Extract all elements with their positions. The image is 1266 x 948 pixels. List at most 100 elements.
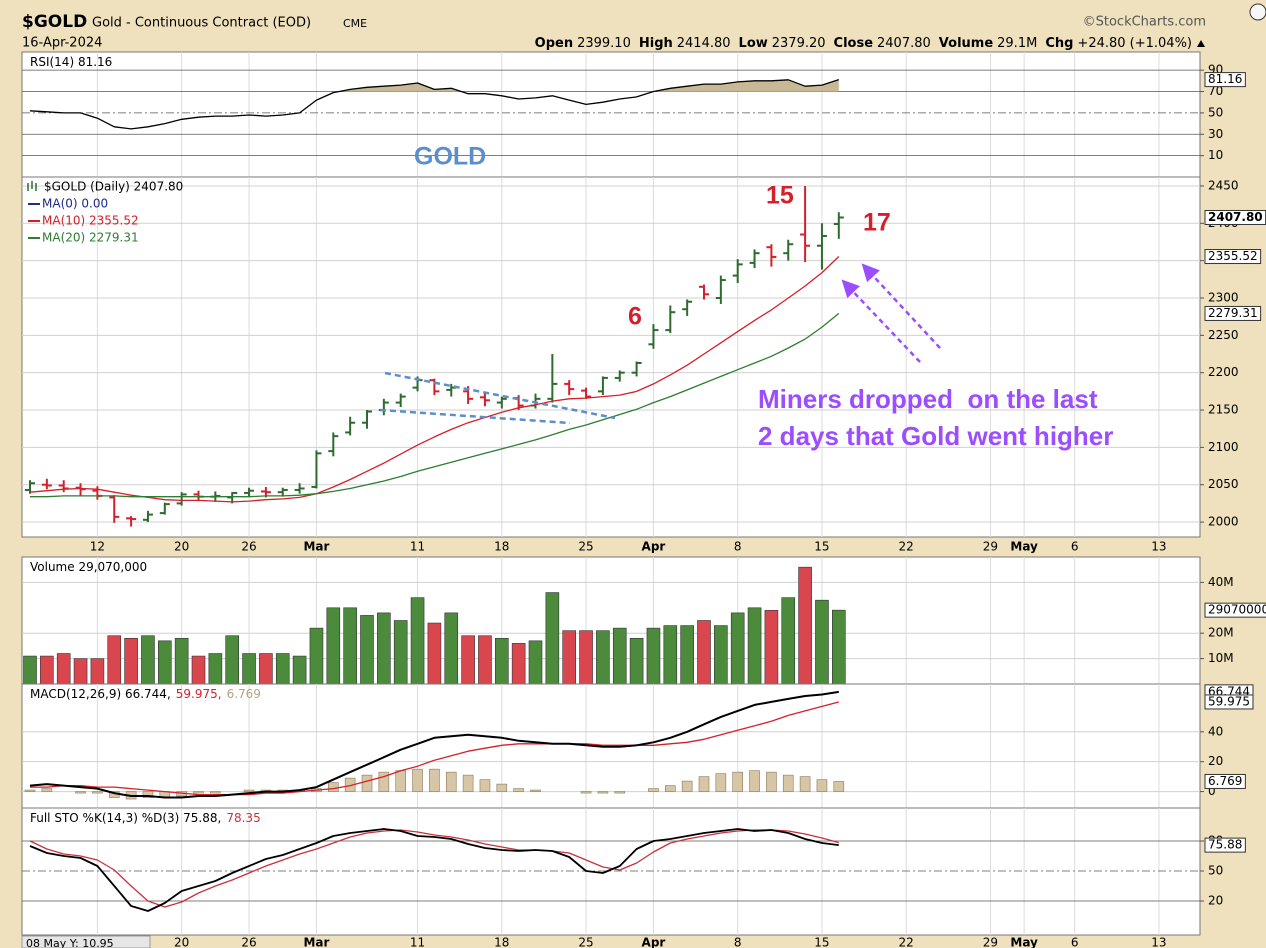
y-tick-label: 20M (1208, 626, 1234, 640)
legend: Volume 29,070,000 (30, 560, 147, 574)
value-box (1204, 72, 1246, 88)
volume-bar (444, 612, 459, 685)
quote-label: Close (834, 36, 874, 51)
x-tick-label: May (1010, 540, 1038, 554)
volume-bar (360, 615, 374, 685)
histogram-bar (597, 791, 609, 794)
y-tick-label: 2450 (1208, 178, 1239, 192)
x-tick-label: 29 (983, 936, 998, 948)
volume-bar (292, 655, 307, 685)
value-box (1204, 773, 1246, 789)
volume-bar (596, 630, 610, 685)
volume-bar (629, 637, 644, 685)
histogram-bar (782, 774, 794, 792)
histogram-bar (766, 771, 777, 792)
value-label: 2279.31 (1208, 306, 1258, 320)
legend-title: $GOLD (Daily) 2407.80 (44, 180, 183, 194)
volume-bar (191, 655, 206, 685)
histogram-bar (496, 783, 508, 792)
quote-label: Chg (1045, 36, 1073, 51)
x-tick-label: 26 (241, 540, 256, 554)
value-label: 2407.80 (1208, 210, 1263, 224)
volume-bar (714, 625, 728, 685)
volume-bar (107, 635, 122, 685)
panel-background (21, 51, 1201, 178)
value-box (1204, 249, 1262, 265)
histogram-bar (513, 788, 524, 792)
x-tick-label: 18 (494, 936, 509, 948)
x-tick-label: 25 (578, 936, 593, 948)
y-tick-label: 50 (1208, 105, 1223, 119)
arrow (841, 279, 921, 363)
annotation: 2 days that Gold went higher (758, 421, 1113, 451)
histogram-bar (530, 789, 541, 792)
histogram-bar (395, 770, 407, 792)
volume-bar (461, 635, 475, 685)
volume-bar (494, 637, 509, 685)
y-tick-label: 10 (1208, 148, 1223, 162)
x-tick-label: 18 (494, 540, 509, 554)
y-tick-label: 2200 (1208, 365, 1239, 379)
histogram-bar (193, 791, 204, 794)
legend-entry: 59.975, (176, 687, 222, 701)
legend-entry: Full STO %K(14,3) %D(3) 75.88, (30, 811, 221, 825)
value-label: 2355.52 (1208, 249, 1258, 263)
y-tick-label: 2050 (1208, 477, 1239, 491)
x-tick-label: 25 (578, 540, 593, 554)
histogram-bar (462, 774, 474, 792)
volume-bar (73, 658, 88, 685)
y-tick-label: 2300 (1208, 290, 1239, 304)
quote: Open 2399.10 High 2414.80 Low 2379.20 Close 240… (535, 36, 1192, 51)
close-icon[interactable] (1249, 3, 1266, 21)
symbol: $GOLD (22, 12, 87, 32)
volume-bar (764, 610, 779, 685)
histogram-bar (580, 791, 592, 794)
volume-bar (697, 620, 711, 685)
volume-bar (23, 655, 37, 685)
volume-bar (275, 653, 290, 685)
value-box (1204, 602, 1266, 618)
x-tick-label: 15 (814, 936, 829, 948)
y-tick-label: 40M (1208, 575, 1234, 589)
histogram-bar (816, 779, 828, 792)
histogram-bar (361, 774, 373, 792)
y-tick-label: 2100 (1208, 440, 1239, 454)
legend-entry: RSI(14) 81.16 (30, 55, 112, 69)
volume-bar (410, 597, 425, 685)
value-box (1204, 694, 1254, 710)
change-arrow (1197, 40, 1205, 47)
volume-bar (579, 630, 593, 685)
cursor-readout: 08 May Y: 10.95 (26, 937, 114, 948)
legend: RSI(14) 81.16 (30, 55, 112, 69)
d-line (29, 829, 839, 908)
x-tick-label: 15 (814, 540, 829, 554)
volume-bar (781, 597, 796, 685)
quote-value: 29.1M (997, 36, 1037, 51)
instrument-name: Gold - Continuous Contract (EOD) (92, 16, 311, 31)
legend-icon (27, 181, 37, 191)
quote-value: 2414.80 (677, 36, 731, 51)
histogram-bar (429, 768, 440, 792)
volume-bar (393, 620, 408, 685)
x-tick-label: 6 (1071, 936, 1079, 948)
rsi-line (29, 78, 840, 130)
annotation: GOLD (414, 143, 486, 171)
volume-bar (377, 612, 391, 685)
histogram-bar (142, 791, 154, 798)
y-tick-label: 0 (1208, 784, 1216, 798)
quote-label: Low (739, 36, 768, 51)
histogram-bar (479, 779, 491, 792)
x-tick-label: 22 (899, 540, 914, 554)
histogram-bar (715, 773, 727, 792)
x-tick-label: 13 (1151, 540, 1166, 554)
legend-entry: MA(10) 2355.52 (42, 214, 139, 228)
volume-bar (208, 653, 223, 685)
x-tick-label: 20 (174, 936, 189, 948)
y-tick-label: 50 (1208, 864, 1223, 878)
volume-bar (141, 635, 155, 685)
histogram-bar (75, 791, 86, 794)
quote-label: Open (535, 36, 573, 51)
volume-bar (158, 640, 172, 685)
x-tick-label: 22 (899, 936, 914, 948)
arrow (861, 263, 941, 349)
